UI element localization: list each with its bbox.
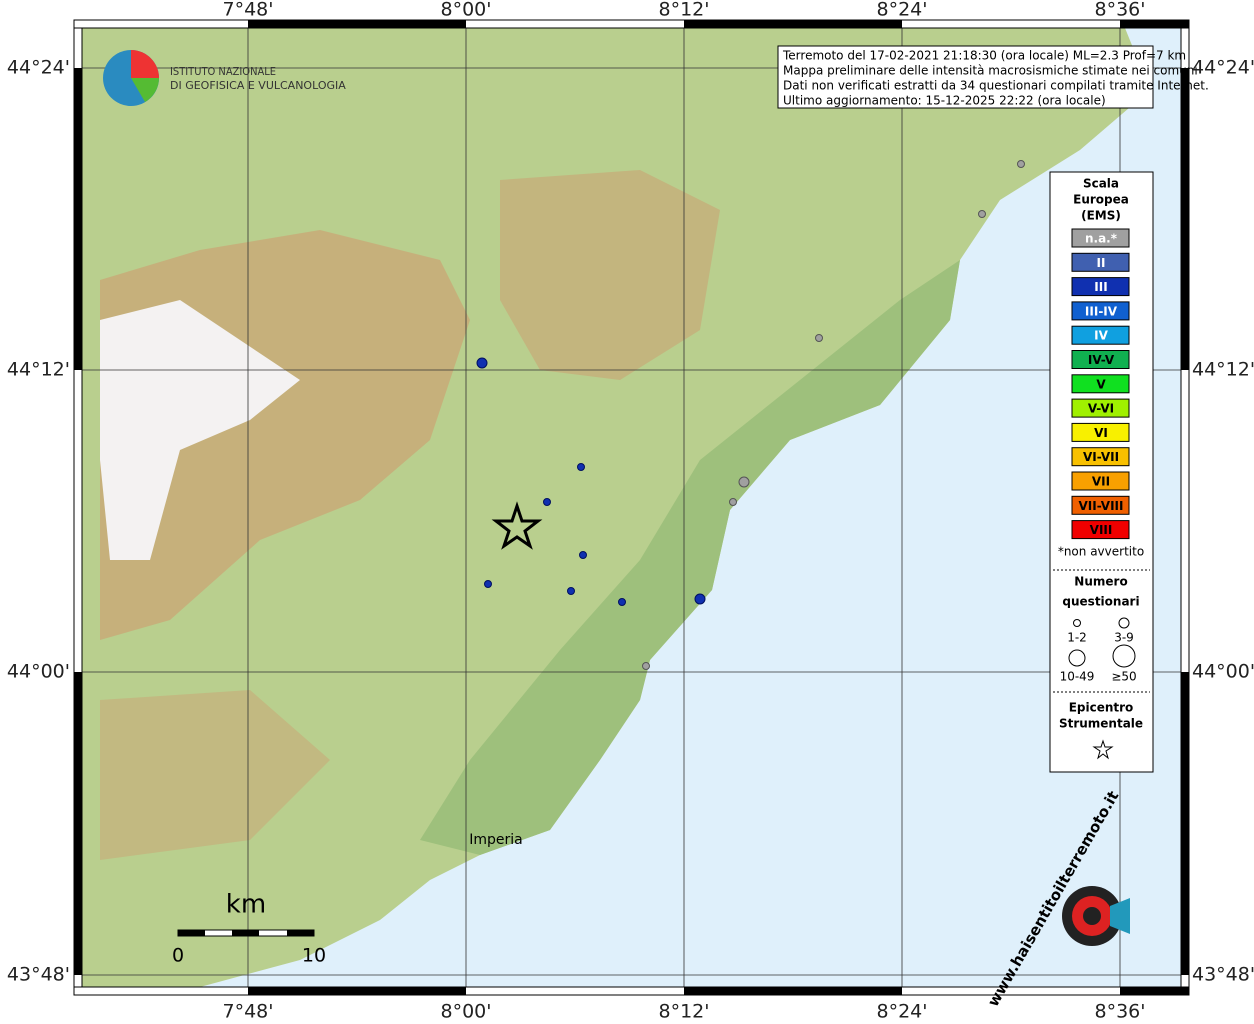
legend-swatch xyxy=(1071,228,1130,248)
legend-swatch xyxy=(1071,495,1130,515)
legend-swatch xyxy=(1071,277,1130,297)
legend-swatch xyxy=(1071,398,1130,418)
size-symbol xyxy=(1073,619,1081,627)
lat-label: 44°24' xyxy=(7,57,70,79)
legend-swatch xyxy=(1071,447,1130,467)
size-label: 3-9 xyxy=(1114,631,1134,645)
lon-label: 8°00' xyxy=(441,1001,492,1023)
scale-bar: km 0 10 xyxy=(172,890,326,967)
lat-label: 44°00' xyxy=(1192,661,1254,683)
epicenter-symbol xyxy=(1092,739,1114,760)
legend-label: n.a.* xyxy=(1085,232,1118,246)
legend-label: V-VI xyxy=(1088,402,1114,416)
lon-label: 8°36' xyxy=(1095,0,1146,21)
snow xyxy=(100,300,300,560)
legend-swatch xyxy=(1071,325,1130,345)
lat-label: 43°48' xyxy=(1192,964,1254,986)
lat-label: 44°00' xyxy=(7,661,70,683)
org-name: DI GEOFISICA E VULCANOLOGIA xyxy=(170,79,346,92)
lon-label: 8°24' xyxy=(877,1001,928,1023)
legend-title: (EMS) xyxy=(1081,209,1121,223)
legend-label: IV-V xyxy=(1088,353,1115,367)
legend-label: VII-VIII xyxy=(1078,499,1123,513)
lon-label: 8°00' xyxy=(441,0,492,21)
logo-ingv: ISTITUTO NAZIONALE DI GEOFISICA E VULCAN… xyxy=(103,50,346,106)
legend-title: Numero xyxy=(1074,575,1127,589)
lon-label: 8°12' xyxy=(659,1001,710,1023)
info-line: Mappa preliminare delle intensità macros… xyxy=(783,64,1198,78)
legend-label: VII xyxy=(1092,475,1110,489)
lon-label: 7°48' xyxy=(223,1001,274,1023)
epicenter-star xyxy=(491,501,543,550)
size-label: 1-2 xyxy=(1067,631,1087,645)
legend-label: V xyxy=(1096,377,1106,391)
legend-label: VI-VII xyxy=(1083,450,1119,464)
mountains xyxy=(100,690,330,860)
size-label: ≥50 xyxy=(1111,670,1136,684)
scale-end: 10 xyxy=(302,945,326,967)
legend-swatch xyxy=(1071,301,1130,321)
mountains xyxy=(500,170,720,380)
scale-unit: km xyxy=(226,890,266,920)
size-symbol xyxy=(1118,617,1130,629)
legend-swatch xyxy=(1071,471,1130,491)
lon-label: 8°12' xyxy=(659,0,710,21)
legend-note: *non avvertito xyxy=(1058,545,1144,559)
place-label: Imperia xyxy=(469,832,523,848)
legend-swatch xyxy=(1071,350,1130,369)
legend-label: VIII xyxy=(1090,523,1113,537)
lat-label: 44°12' xyxy=(1192,359,1254,381)
legend-swatch xyxy=(1071,374,1130,394)
grid xyxy=(82,28,1181,987)
legend-title: Epicentro xyxy=(1069,701,1134,715)
size-symbol xyxy=(1068,649,1086,667)
intensity-points xyxy=(476,357,706,606)
lat-label: 44°24' xyxy=(1192,57,1254,79)
lon-label: 7°48' xyxy=(223,0,274,21)
legend-title: Scala xyxy=(1083,177,1119,191)
lon-label: 8°24' xyxy=(877,0,928,21)
legend-label: IV xyxy=(1094,329,1108,343)
size-symbol xyxy=(1112,644,1136,668)
coastal-plain xyxy=(420,260,960,855)
legend-label: III xyxy=(1094,280,1107,294)
na-points xyxy=(642,160,1025,670)
legend-title: Strumentale xyxy=(1059,717,1143,731)
org-name: ISTITUTO NAZIONALE xyxy=(170,65,276,78)
legend-swatch xyxy=(1071,422,1130,442)
lat-label: 43°48' xyxy=(7,964,70,986)
legend-label: II xyxy=(1097,256,1106,270)
size-label: 10-49 xyxy=(1060,670,1095,684)
info-box xyxy=(777,45,1154,109)
scale-start: 0 xyxy=(172,945,184,967)
lat-label: 44°12' xyxy=(7,359,70,381)
legend-swatch xyxy=(1071,520,1130,540)
legend-title: Europea xyxy=(1073,193,1129,207)
legend-title: questionari xyxy=(1062,595,1139,609)
legend-label: III-IV xyxy=(1085,304,1118,318)
frame xyxy=(73,19,1190,996)
legend-label: VI xyxy=(1094,426,1108,440)
info-line: Dati non verificati estratti da 34 quest… xyxy=(783,79,1209,93)
info-line: Ultimo aggiornamento: 15-12-2025 22:22 (… xyxy=(783,94,1106,108)
info-line: Terremoto del 17-02-2021 21:18:30 (ora l… xyxy=(782,49,1186,63)
legend-swatch xyxy=(1071,252,1130,272)
lon-label: 8°36' xyxy=(1095,1001,1146,1023)
